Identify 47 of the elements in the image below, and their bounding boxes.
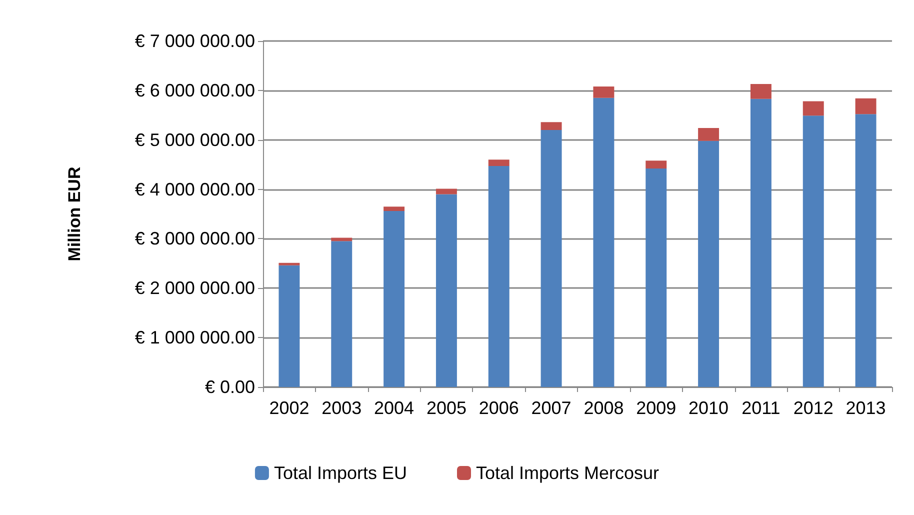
bar	[698, 140, 720, 387]
bar	[855, 98, 876, 114]
x-tick-label: 2009	[636, 398, 676, 418]
x-tick-label: 2013	[846, 398, 886, 418]
bar	[646, 160, 667, 169]
y-tick-label: € 2 000 000.00	[134, 278, 255, 298]
bar	[384, 206, 405, 212]
x-tick-label: 2003	[322, 398, 362, 418]
y-tick-label: € 1 000 000.00	[134, 328, 255, 348]
bar	[278, 265, 300, 387]
bar	[750, 84, 772, 99]
bar	[331, 241, 352, 387]
y-tick-label: € 0.00	[204, 377, 255, 397]
bar	[593, 86, 614, 98]
x-tick-label: 2008	[584, 398, 624, 418]
bar	[488, 160, 510, 166]
y-tick-label: € 7 000 000.00	[134, 31, 255, 51]
bar	[278, 262, 300, 266]
y-tick-label: € 4 000 000.00	[134, 179, 255, 200]
x-tick-label: 2005	[426, 398, 466, 418]
y-tick-label: € 6 000 000.00	[134, 80, 255, 100]
bar	[802, 116, 824, 387]
x-tick-label: 2004	[374, 398, 414, 418]
legend-label: Total Imports EU	[274, 463, 407, 483]
bar	[855, 114, 876, 387]
y-tick-label: € 5 000 000.00	[134, 130, 255, 150]
bar	[331, 238, 352, 242]
x-tick-label: 2002	[269, 398, 310, 418]
x-tick-label: 2006	[478, 398, 519, 418]
bar	[646, 168, 667, 387]
bar	[540, 122, 562, 130]
x-tick-label: 2010	[688, 398, 729, 418]
bar	[488, 166, 510, 387]
bar	[750, 98, 772, 387]
bar	[540, 130, 562, 387]
bar	[698, 128, 720, 141]
bar	[802, 101, 824, 116]
x-tick-label: 2012	[793, 398, 834, 418]
x-tick-label: 2007	[531, 398, 572, 418]
bar	[436, 188, 457, 194]
y-axis-title: Million EUR	[65, 166, 84, 262]
bar	[593, 98, 614, 387]
bar	[436, 194, 457, 387]
x-tick-label: 2011	[742, 398, 780, 418]
y-tick-label: € 3 000 000.00	[134, 228, 255, 249]
bar	[384, 211, 405, 387]
legend-label: Total Imports Mercosur	[476, 463, 660, 483]
